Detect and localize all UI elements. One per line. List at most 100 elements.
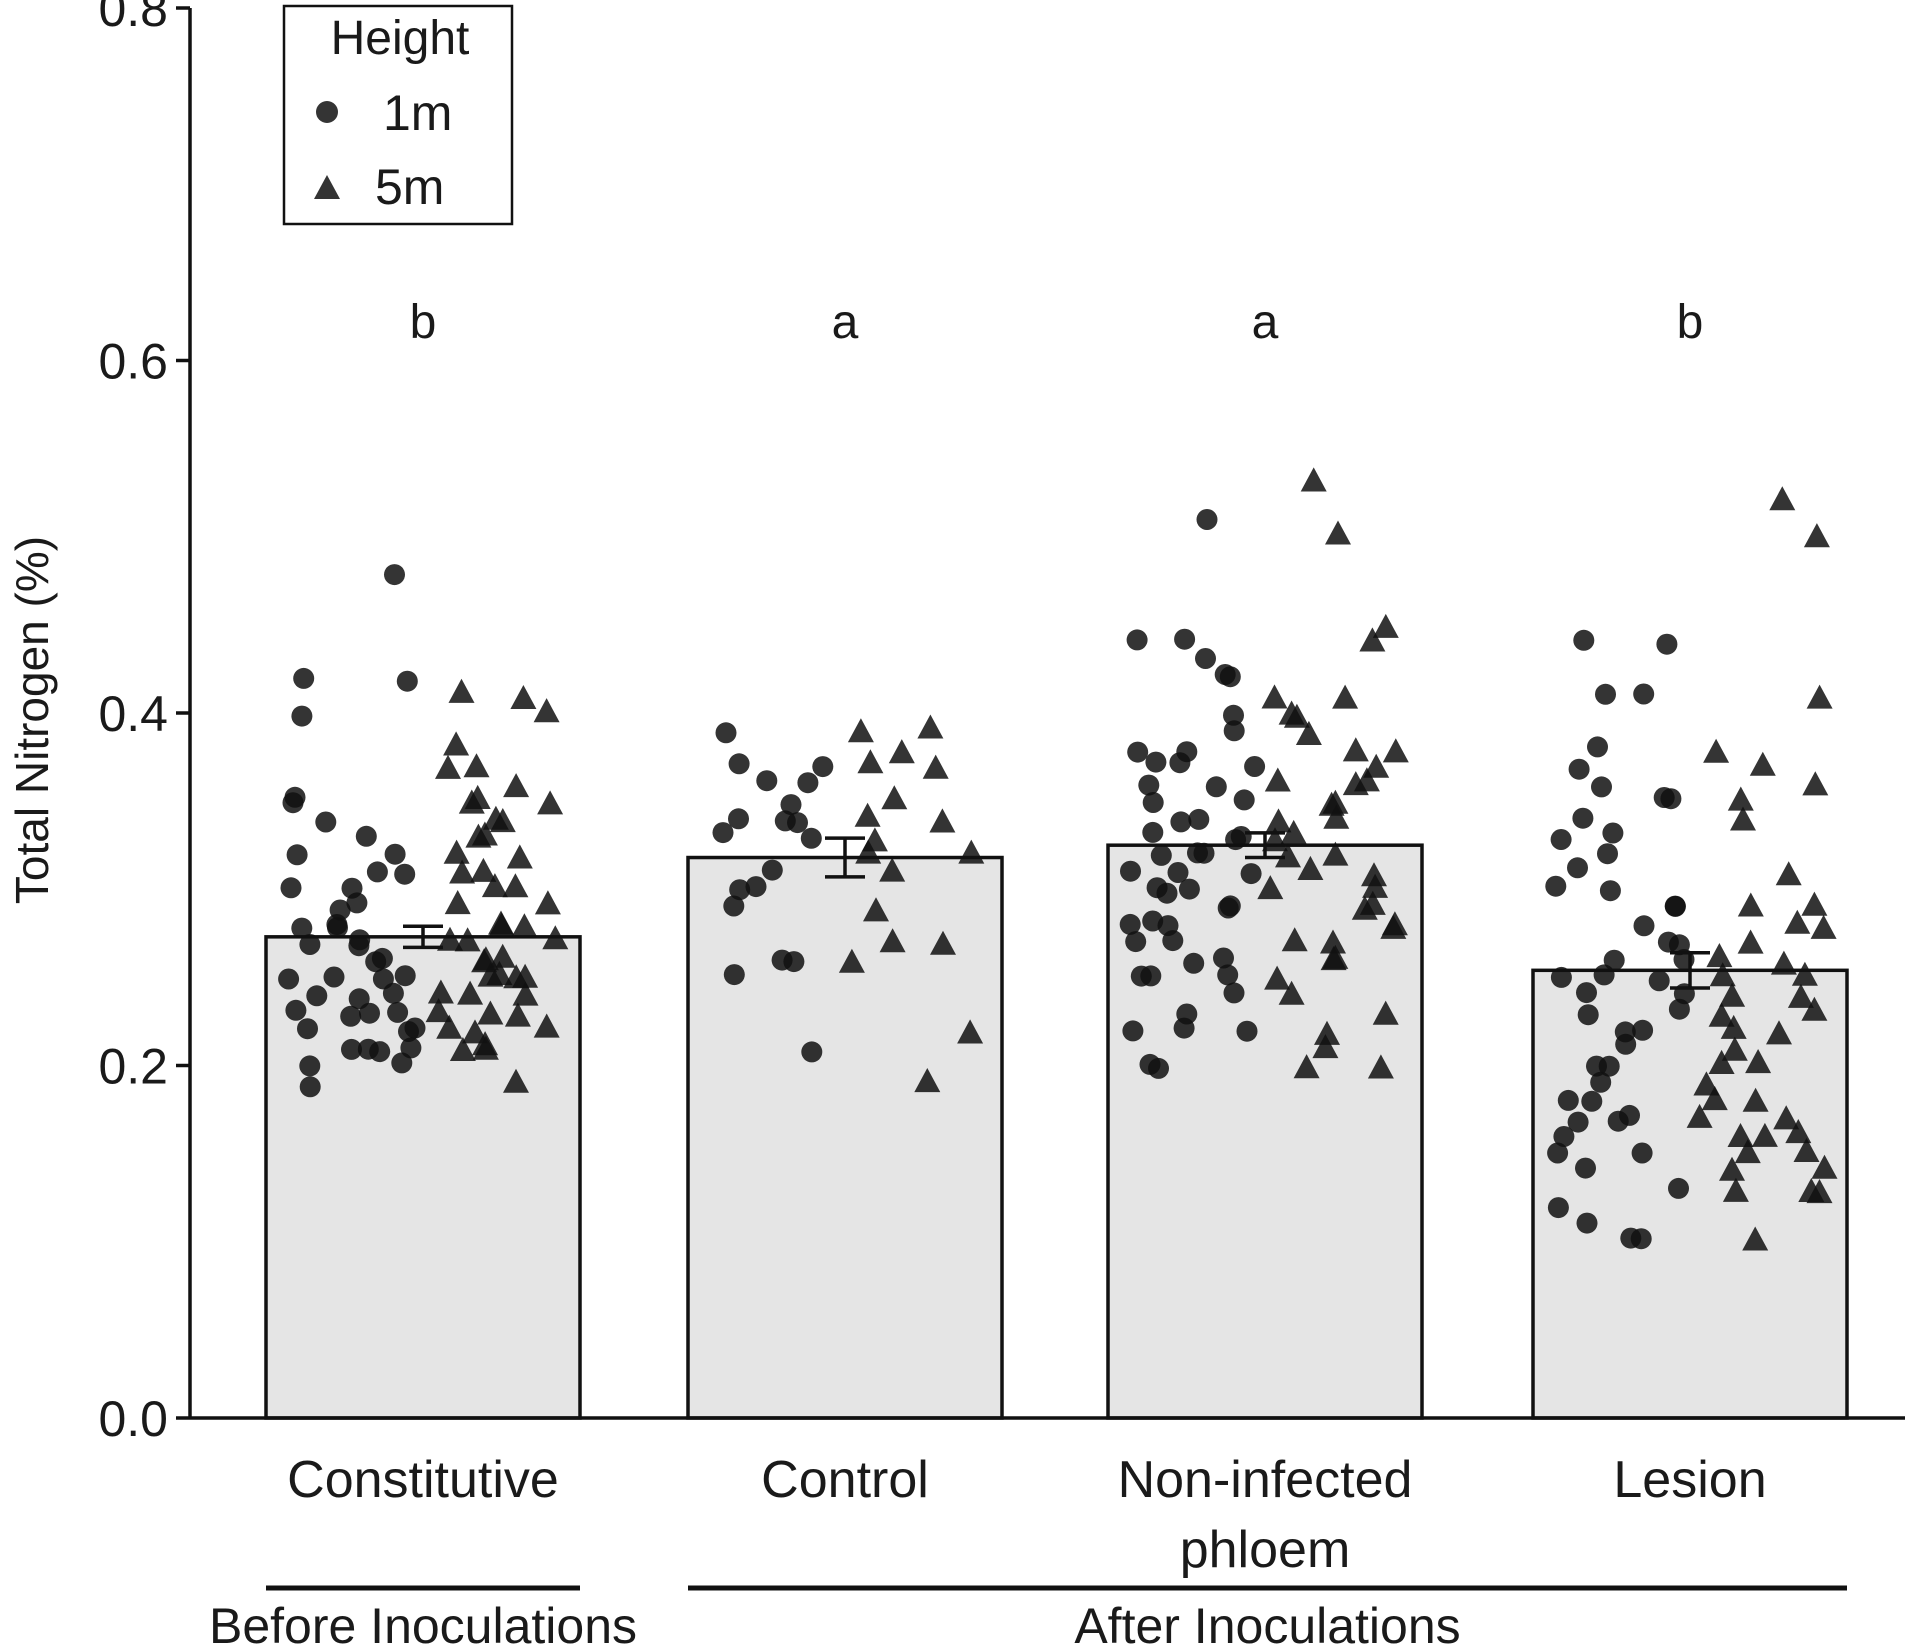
point-1m xyxy=(1240,863,1262,885)
point-5m xyxy=(1773,1105,1800,1130)
bar-0 xyxy=(264,935,582,1420)
point-1m xyxy=(1557,1089,1579,1111)
category-label: Constitutive xyxy=(287,1451,559,1509)
y-tick-label: 0.0 xyxy=(98,1391,168,1447)
point-5m xyxy=(1281,927,1308,952)
point-1m xyxy=(396,670,418,692)
point-1m xyxy=(355,825,377,847)
point-5m xyxy=(533,698,560,723)
point-5m xyxy=(929,808,956,833)
point-5m xyxy=(537,790,564,815)
point-1m xyxy=(774,810,796,832)
point-1m xyxy=(1125,931,1147,953)
y-axis: 0.0 0.2 0.4 0.6 0.8 xyxy=(98,0,1905,1447)
point-5m xyxy=(1367,1054,1394,1079)
point-5m xyxy=(534,890,561,915)
legend-circle-icon xyxy=(316,101,338,123)
y-axis-label: Total Nitrogen (%) xyxy=(6,536,58,904)
point-5m xyxy=(1265,808,1292,833)
point-5m xyxy=(1727,786,1754,811)
point-1m xyxy=(1633,683,1655,705)
point-1m xyxy=(1567,1111,1589,1133)
point-1m xyxy=(346,892,368,914)
point-5m xyxy=(1720,1014,1747,1039)
error-bars xyxy=(403,831,1710,990)
point-1m xyxy=(1602,822,1624,844)
point-1m xyxy=(1126,629,1148,651)
point-1m xyxy=(348,935,370,957)
point-1m xyxy=(1142,821,1164,843)
point-5m xyxy=(481,873,508,898)
point-1m xyxy=(712,822,734,844)
legend-triangle-icon xyxy=(314,175,340,199)
point-1m xyxy=(1162,930,1184,952)
point-1m xyxy=(1219,895,1241,917)
point-1m xyxy=(1597,843,1618,865)
point-5m xyxy=(472,946,499,971)
point-1m xyxy=(1620,1227,1642,1249)
point-5m xyxy=(1742,1087,1769,1112)
point-1m xyxy=(323,966,345,988)
point-5m xyxy=(914,1068,941,1093)
point-5m xyxy=(1323,804,1350,829)
point-5m xyxy=(1787,983,1814,1008)
point-1m xyxy=(1167,862,1189,883)
point-1m xyxy=(1567,857,1588,879)
point-5m xyxy=(502,873,529,898)
point-5m xyxy=(443,839,470,864)
point-5m xyxy=(1300,467,1327,492)
point-1m xyxy=(1223,982,1245,1004)
point-1m xyxy=(282,792,304,814)
point-5m xyxy=(1264,965,1291,990)
point-1m xyxy=(1572,807,1594,829)
point-1m xyxy=(1668,1177,1689,1199)
point-5m xyxy=(1332,684,1359,709)
point-1m xyxy=(404,1017,426,1039)
point-1m xyxy=(1615,1033,1637,1055)
point-5m xyxy=(1297,855,1324,880)
point-5m xyxy=(1342,771,1369,796)
point-5m xyxy=(533,1013,560,1038)
point-1m xyxy=(1142,910,1164,932)
point-1m xyxy=(1233,789,1255,811)
point-5m xyxy=(1293,1054,1320,1079)
point-1m xyxy=(745,876,767,898)
point-1m xyxy=(1193,842,1215,864)
point-5m xyxy=(504,1002,531,1027)
point-5m xyxy=(1278,980,1305,1005)
point-1m xyxy=(728,753,750,775)
point-1m xyxy=(1223,720,1245,742)
point-5m xyxy=(1382,738,1409,763)
point-5m xyxy=(1745,1049,1772,1074)
point-1m xyxy=(1575,1157,1596,1179)
group-label: Before Inoculations xyxy=(209,1598,637,1648)
point-5m xyxy=(437,926,463,951)
point-5m xyxy=(1381,911,1408,936)
point-5m xyxy=(1312,1034,1339,1059)
point-5m xyxy=(1811,1154,1838,1179)
point-1m xyxy=(1219,666,1241,688)
significance-letter: b xyxy=(1677,296,1704,349)
point-5m xyxy=(1785,1119,1812,1144)
error-bar-0 xyxy=(403,924,443,950)
point-1m xyxy=(1547,1142,1569,1164)
point-1m xyxy=(299,1055,321,1077)
point-1m xyxy=(1648,970,1670,992)
point-1m xyxy=(1607,1110,1629,1132)
point-1m xyxy=(1178,878,1200,900)
point-5m xyxy=(486,960,513,985)
y-tick-label: 0.8 xyxy=(98,0,168,37)
point-5m xyxy=(1769,486,1796,511)
point-1m xyxy=(1657,931,1679,953)
point-5m xyxy=(1257,875,1284,900)
point-5m xyxy=(917,714,944,739)
point-5m xyxy=(930,930,956,955)
point-1m xyxy=(1244,756,1266,777)
point-5m xyxy=(1737,929,1764,954)
point-5m xyxy=(1701,1086,1728,1111)
point-1m xyxy=(306,985,328,1007)
point-1m xyxy=(1668,998,1690,1020)
point-1m xyxy=(756,770,778,792)
point-5m xyxy=(477,1000,504,1025)
point-1m xyxy=(340,1005,362,1027)
